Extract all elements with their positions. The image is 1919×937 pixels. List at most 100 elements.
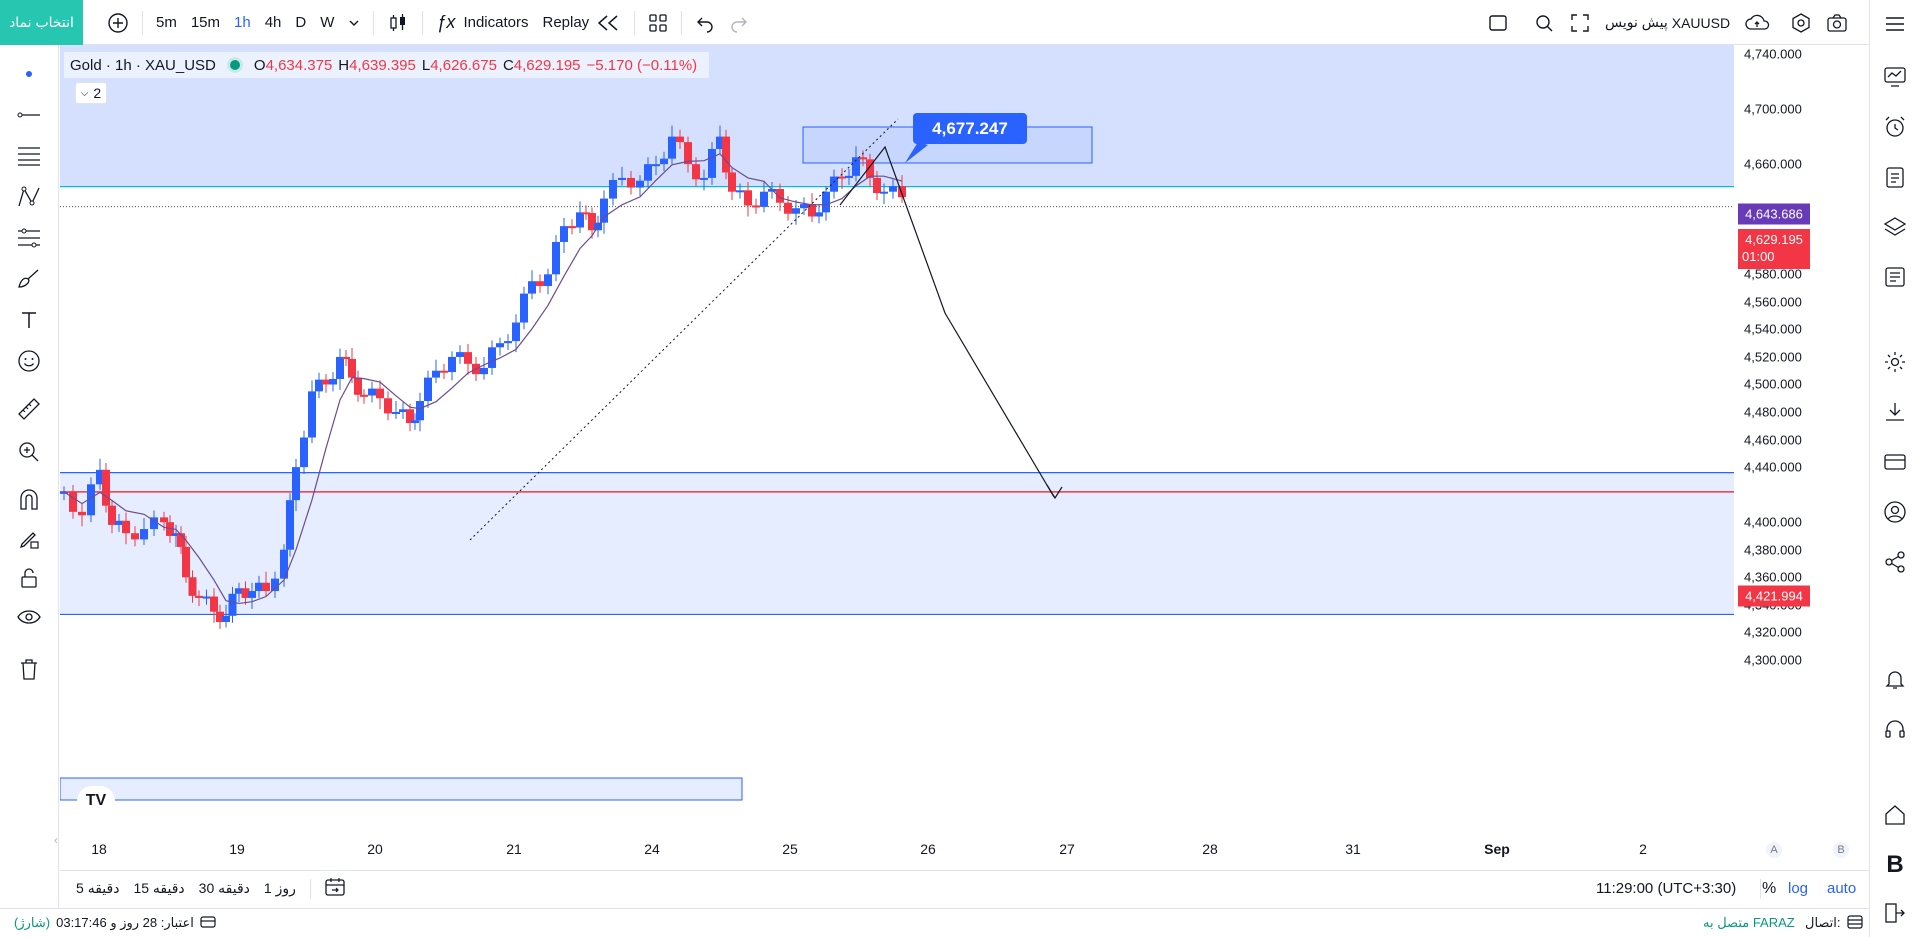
candle-body [69,491,77,512]
time-label: 25 [782,841,798,857]
ruler-icon[interactable] [12,392,46,426]
undo-icon[interactable] [688,0,722,45]
candle-body [536,281,544,287]
exit-icon[interactable] [1880,898,1910,928]
date-range-icon[interactable] [323,876,347,901]
timeframe-w[interactable]: W [320,14,335,31]
price-tick-label: 4,360.000 [1744,569,1802,585]
text-icon[interactable] [12,303,46,337]
candle-body [432,370,440,378]
layers-icon[interactable] [1880,212,1910,242]
timeframe-15m[interactable]: 15m [190,14,221,31]
fib-lines-icon[interactable] [12,139,46,173]
price-tick-label: 4,520.000 [1744,349,1802,365]
cloud-save-icon[interactable] [1737,0,1777,45]
candle-countdown: 01:00 [1742,249,1775,264]
charge-link[interactable]: (شارژ) [14,915,51,930]
watchlist-icon[interactable] [1880,62,1910,92]
candle-body [308,391,316,438]
range-15m[interactable]: 15 دقیقه [133,880,185,896]
time-label: 26 [920,841,936,857]
broker-b-icon[interactable]: B [1886,851,1904,878]
collapse-left-chevron-icon[interactable]: ‹ [54,833,58,847]
settings-gear-icon[interactable] [1880,347,1910,377]
share-icon[interactable] [1880,547,1910,577]
user-profile-icon[interactable] [1880,497,1910,527]
timeframe-1h[interactable]: 1h [234,14,251,31]
alarm-clock-icon[interactable] [1880,112,1910,142]
clock-timezone[interactable]: 11:29:00 (UTC+3:30) [1596,880,1737,897]
candle-body [131,533,139,540]
eye-icon[interactable] [12,600,46,634]
axis-b-button[interactable]: B [1833,842,1849,858]
price-chart[interactable] [60,45,1734,862]
brush-icon[interactable] [12,262,46,296]
select-symbol-button[interactable]: انتخاب نماد [0,0,83,45]
notification-bell-icon[interactable] [1880,664,1910,694]
candle-type-icon[interactable] [380,0,416,45]
range-1d[interactable]: 1 روز [263,880,296,896]
time-label: 31 [1345,841,1361,857]
settings-hex-icon[interactable] [1783,0,1819,45]
candle-body [108,505,116,525]
square-icon[interactable] [1480,0,1516,45]
candle-body [752,205,760,208]
legend-l-value: 4,626.675 [430,56,497,74]
time-axis[interactable]: 18 19 20 21 24 25 26 27 28 31 Sep 2 [60,836,1734,862]
divider [373,10,375,35]
quick-search-icon[interactable] [1526,0,1562,45]
divider [681,10,683,35]
candle-body [692,164,700,180]
emoji-icon[interactable] [12,344,46,378]
candle-body [676,136,684,143]
legend-collapse-button[interactable]: ⌵ 2 [75,82,107,104]
lock-pencil-icon[interactable] [12,522,46,556]
price-tick-label: 4,700.000 [1744,101,1802,117]
candle-body [440,370,448,373]
replay-button[interactable]: Replay [535,0,628,45]
layout-grid-icon[interactable] [641,0,675,45]
fullscreen-icon[interactable] [1562,0,1598,45]
news-icon[interactable] [1880,262,1910,292]
support-headset-icon[interactable] [1880,714,1910,744]
trend-line-icon[interactable] [12,98,46,132]
menu-icon[interactable] [1880,9,1910,39]
redo-icon[interactable] [722,0,756,45]
log-toggle[interactable]: log [1788,880,1809,897]
camera-icon[interactable] [1819,0,1855,45]
candle-body [528,281,536,294]
home-icon[interactable] [1880,800,1910,830]
indicators-button[interactable]: ƒx Indicators [429,0,535,45]
chart-pane[interactable] [60,45,1734,862]
wallet-icon[interactable] [1880,447,1910,477]
download-icon[interactable] [1880,397,1910,427]
timeframe-dropdown-chevron-icon[interactable] [341,0,367,45]
candle-body [552,241,560,275]
notes-icon[interactable] [1880,162,1910,192]
candle-body [406,409,414,424]
divider [634,10,636,35]
add-symbol-icon[interactable] [100,0,136,45]
pattern-icon[interactable] [12,180,46,214]
symbol-label[interactable]: پیش نویس XAUUSD [1598,0,1737,45]
range-5m[interactable]: 5 دقیقه [76,880,120,896]
timeframe-d[interactable]: D [295,14,307,31]
timeframe-5m[interactable]: 5m [156,14,177,31]
rewind-icon [598,14,618,31]
auto-toggle[interactable]: auto [1827,880,1857,897]
forecast-icon[interactable] [12,221,46,255]
percent-toggle[interactable]: % [1762,879,1777,897]
unlock-icon[interactable] [12,561,46,595]
price-callout[interactable]: 4,677.247 [913,113,1027,144]
price-axis[interactable]: 4,740.0004,700.0004,660.0004,600.0004,58… [1734,45,1869,862]
cursor-dot-icon[interactable] [12,57,46,91]
axis-a-button[interactable]: A [1766,842,1782,858]
zoom-in-icon[interactable] [12,435,46,469]
trash-icon[interactable] [12,652,46,686]
magnet-icon[interactable] [12,483,46,517]
timeframe-4h[interactable]: 4h [264,14,282,31]
candle-body [520,293,528,323]
range-30m[interactable]: 30 دقیقه [198,880,250,896]
candle-body [744,190,752,206]
tradingview-logo[interactable]: TV [77,786,115,816]
